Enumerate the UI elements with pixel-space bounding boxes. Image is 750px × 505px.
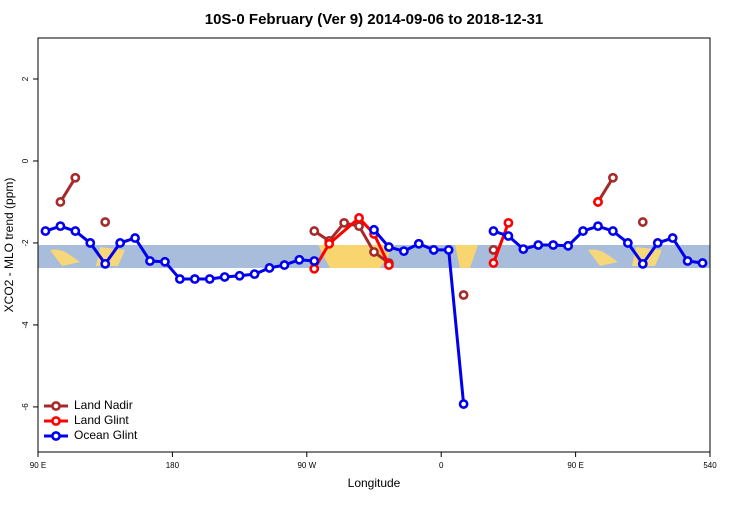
point <box>70 172 81 183</box>
x-tick-label: 90 W <box>297 461 316 470</box>
y-tick-label: -2 <box>21 239 30 247</box>
legend-label: Land Nadir <box>74 398 133 412</box>
point <box>309 256 320 266</box>
legend-marker <box>51 416 61 426</box>
point <box>667 233 678 243</box>
point <box>458 399 469 409</box>
point <box>309 226 320 236</box>
legend-marker <box>51 431 61 441</box>
legend-marker <box>51 401 61 411</box>
point <box>593 197 603 207</box>
point <box>354 213 364 223</box>
point <box>652 238 663 248</box>
point <box>324 238 335 249</box>
y-tick-label: 2 <box>21 76 30 81</box>
x-tick-label: 180 <box>166 461 180 470</box>
point <box>204 274 215 284</box>
point <box>398 246 409 257</box>
point <box>100 217 111 227</box>
point <box>458 290 469 300</box>
point <box>249 269 260 280</box>
point <box>85 238 96 248</box>
point <box>682 256 693 266</box>
point <box>533 240 544 250</box>
x-tick-label: 540 <box>703 461 717 470</box>
point <box>488 226 499 236</box>
point <box>593 221 603 232</box>
point <box>428 245 439 255</box>
y-tick-label: -6 <box>21 403 30 411</box>
point <box>339 217 350 228</box>
point <box>189 274 200 284</box>
point <box>413 238 424 249</box>
point <box>294 254 305 265</box>
point <box>354 221 364 232</box>
x-tick-label: 90 E <box>30 461 46 470</box>
chart-title: 10S-0 February (Ver 9) 2014-09-06 to 201… <box>205 11 544 28</box>
point <box>70 226 81 236</box>
point <box>637 258 648 269</box>
point <box>234 270 245 281</box>
y-tick-label: -4 <box>21 321 30 329</box>
x-tick-label: 90 E <box>567 461 583 470</box>
point <box>55 197 66 207</box>
point <box>115 238 126 248</box>
y-axis-label: XCO2 - MLO trend (ppm) <box>2 178 16 313</box>
point <box>637 217 648 227</box>
point <box>160 256 170 267</box>
point <box>578 226 588 236</box>
point <box>130 233 140 243</box>
point <box>40 226 51 236</box>
point <box>622 238 633 248</box>
x-tick-label: 0 <box>439 461 444 470</box>
point <box>563 240 574 251</box>
x-axis-label: Longitude <box>348 476 401 490</box>
point <box>488 258 499 268</box>
point <box>608 226 618 236</box>
legend-label: Land Glint <box>74 413 129 427</box>
legend-label: Ocean Glint <box>74 428 138 442</box>
point <box>369 247 379 257</box>
point <box>503 231 514 241</box>
point <box>309 263 320 274</box>
point <box>219 272 230 282</box>
point <box>503 217 514 228</box>
point <box>100 258 111 269</box>
y-tick-label: 0 <box>21 158 30 163</box>
point <box>384 242 394 252</box>
point <box>697 258 708 268</box>
plot-frame <box>37 37 711 453</box>
point <box>443 245 454 255</box>
point <box>608 172 618 183</box>
point <box>55 221 66 232</box>
point <box>279 260 290 270</box>
point <box>369 224 379 235</box>
land-patch <box>455 245 478 268</box>
point <box>145 256 155 266</box>
point <box>548 240 559 250</box>
point <box>264 263 275 273</box>
point <box>384 260 394 270</box>
point <box>488 245 499 255</box>
point <box>518 244 529 254</box>
point <box>174 274 185 284</box>
